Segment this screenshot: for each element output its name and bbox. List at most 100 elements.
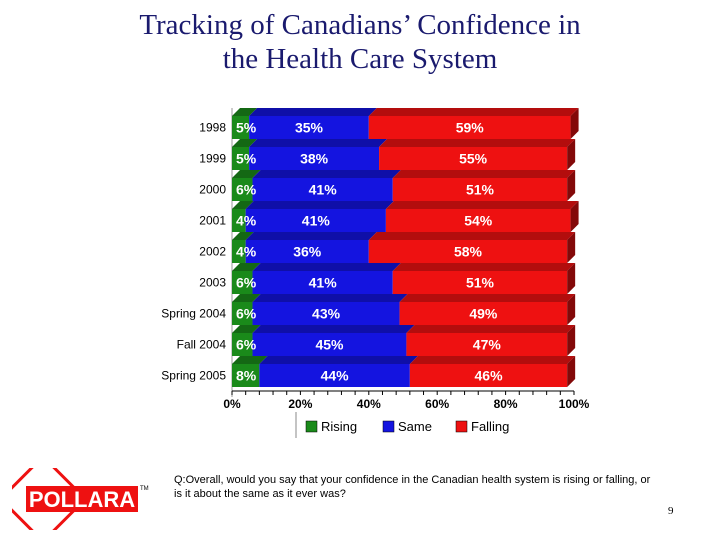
data-label-falling: 55% (459, 151, 488, 167)
bar-segment-same (252, 271, 393, 294)
category-label: 1999 (199, 152, 226, 166)
bar-segment-falling-top (392, 263, 576, 271)
bar-segment-same (252, 178, 393, 201)
bar-segment-rising (232, 147, 250, 170)
bar-segment-rising-top (232, 325, 261, 333)
bar-segment-rising-top (232, 232, 254, 240)
bar-segment-same (245, 209, 386, 232)
bar-segment-same (245, 240, 369, 263)
data-label-falling: 47% (473, 337, 502, 353)
bar-segment-rising-top (232, 108, 258, 116)
data-label-same: 36% (293, 244, 322, 260)
bar-segment-falling (368, 240, 568, 263)
bar-side-face (570, 108, 579, 139)
bar-segment-same (249, 116, 369, 139)
bar-segment-rising (232, 116, 250, 139)
legend-label-same: Same (398, 419, 432, 434)
bar-segment-same-top (245, 232, 377, 240)
bar-segment-rising (232, 209, 246, 232)
bar-segment-falling (399, 302, 568, 325)
bar-segment-rising-top (232, 170, 261, 178)
legend-swatch-falling (455, 420, 468, 433)
data-label-rising: 6% (236, 306, 257, 322)
bar-segment-same-top (252, 325, 415, 333)
bar-segment-falling-top (399, 294, 576, 302)
data-label-rising: 4% (236, 244, 257, 260)
data-label-rising: 6% (236, 275, 257, 291)
bar-segment-same (259, 364, 410, 387)
logo-text: POLLARA (29, 487, 135, 512)
bar-side-face (567, 356, 576, 387)
stacked-bar-chart: 1998 5% 35% 59% 1999 5% 38% 55% 2000 6% 41% 51% 2001… (161, 108, 590, 438)
data-label-same: 41% (309, 275, 338, 291)
bar-segment-falling-top (409, 356, 576, 364)
data-label-same: 45% (315, 337, 344, 353)
category-label: 2002 (199, 245, 226, 259)
bar-segment-same-top (252, 170, 401, 178)
bar-segment-same (252, 333, 407, 356)
data-label-falling: 58% (454, 244, 483, 260)
bar-segment-falling (379, 147, 568, 170)
category-label: Spring 2004 (161, 307, 226, 321)
bar-segment-same-top (249, 139, 388, 147)
data-label-rising: 6% (236, 337, 257, 353)
bar-segment-rising (232, 302, 253, 325)
data-label-falling: 59% (456, 120, 485, 136)
bar-side-face (567, 263, 576, 294)
bar-segment-falling (406, 333, 568, 356)
data-label-same: 44% (321, 368, 350, 384)
survey-question: Q:Overall, would you say that your confi… (174, 474, 651, 500)
logo-trademark: TM (140, 486, 149, 492)
data-label-rising: 4% (236, 213, 257, 229)
bar-segment-rising-top (232, 201, 254, 209)
data-label-falling: 51% (466, 182, 495, 198)
data-label-same: 35% (295, 120, 324, 136)
title-line-1: Tracking of Canadians’ Confidence in (139, 9, 581, 41)
data-label-same: 43% (312, 306, 341, 322)
bar-segment-rising (232, 364, 260, 387)
category-label: 1998 (199, 121, 226, 135)
bar-segment-rising (232, 178, 253, 201)
data-label-same: 41% (302, 213, 331, 229)
x-tick-label: 80% (494, 397, 518, 411)
bar-segment-same-top (259, 356, 418, 364)
legend-label-falling: Falling (471, 419, 509, 434)
bar-segment-rising-top (232, 294, 261, 302)
category-label: Spring 2005 (161, 369, 226, 383)
slide-title: Tracking of Canadians’ Confidence in the… (40, 8, 680, 76)
legend-swatch-same (382, 420, 395, 433)
bar-segment-falling-top (406, 325, 576, 333)
data-label-rising: 5% (236, 151, 257, 167)
bar-segment-rising-top (232, 263, 261, 271)
bar-segment-falling (368, 116, 571, 139)
pollara-logo: POLLARA TM (12, 468, 149, 530)
data-label-same: 41% (309, 182, 338, 198)
bar-segment-same-top (252, 263, 401, 271)
bar-segment-rising-top (232, 139, 258, 147)
bar-segment-falling-top (385, 201, 579, 209)
bar-segment-rising (232, 333, 253, 356)
data-label-rising: 6% (236, 182, 257, 198)
category-label: Fall 2004 (177, 338, 227, 352)
x-tick-label: 60% (425, 397, 449, 411)
bar-segment-falling-top (368, 108, 579, 116)
data-label-rising: 8% (236, 368, 257, 384)
logo-diamond (12, 468, 88, 530)
bar-segment-rising (232, 271, 253, 294)
page-number: 9 (668, 505, 674, 517)
bar-segment-same-top (245, 201, 394, 209)
x-tick-label: 40% (357, 397, 381, 411)
bar-segment-rising-top (232, 356, 268, 364)
bar-side-face (567, 170, 576, 201)
x-tick-label: 100% (559, 397, 590, 411)
title-line-2: the Health Care System (222, 43, 498, 75)
category-label: 2003 (199, 276, 226, 290)
bar-side-face (567, 139, 576, 170)
data-label-same: 38% (300, 151, 329, 167)
legend-swatch-rising (305, 420, 318, 433)
bar-segment-same-top (249, 108, 377, 116)
data-label-falling: 51% (466, 275, 495, 291)
bar-segment-same (249, 147, 380, 170)
x-tick-label: 20% (288, 397, 312, 411)
data-label-falling: 49% (469, 306, 498, 322)
